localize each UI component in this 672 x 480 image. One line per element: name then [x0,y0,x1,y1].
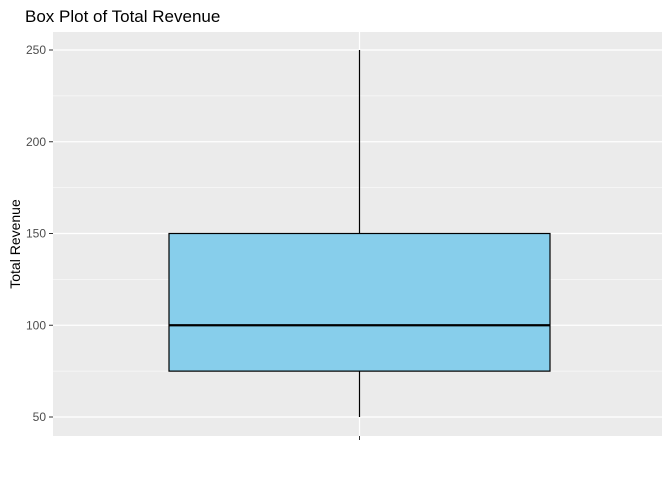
y-tick-label: 100 [26,318,46,332]
chart-title: Box Plot of Total Revenue [25,7,220,26]
y-axis-ticks: 50 100 150 200 250 [26,43,53,424]
y-tick-label: 250 [26,43,46,57]
y-tick-label: 150 [26,227,46,241]
y-axis-label: Total Revenue [7,199,23,289]
boxplot [168,50,551,417]
y-tick-label: 200 [26,135,46,149]
y-tick-label: 50 [33,410,47,424]
box-iqr [168,232,551,372]
